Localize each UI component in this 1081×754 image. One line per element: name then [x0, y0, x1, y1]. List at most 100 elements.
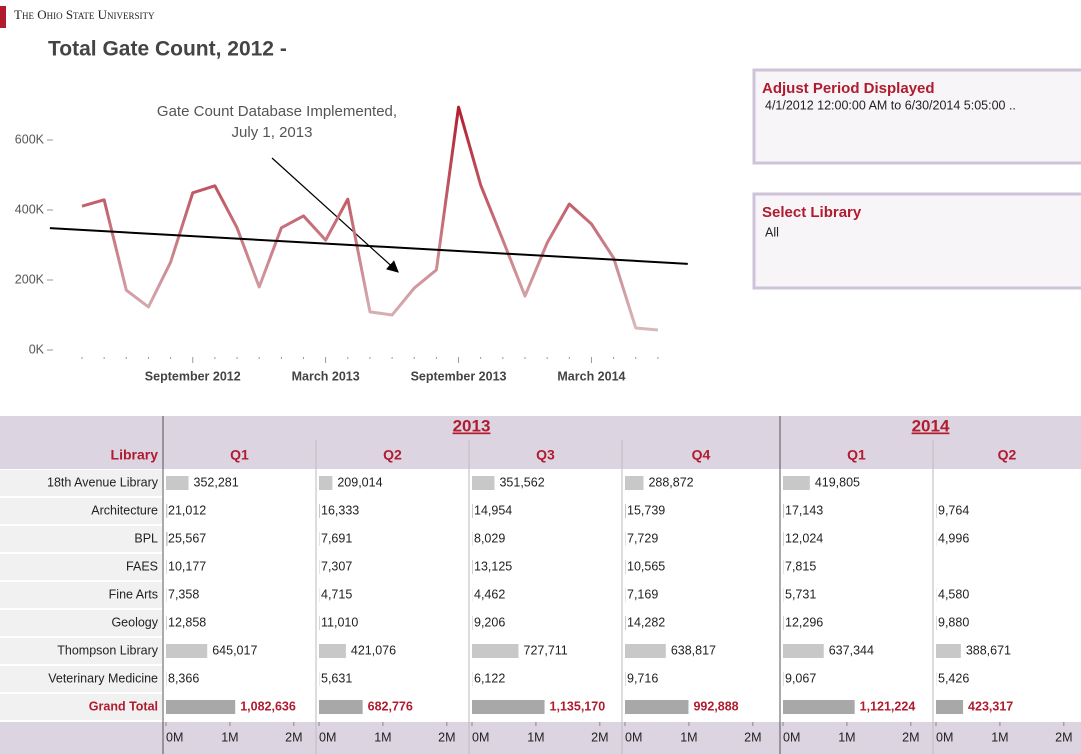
cell-value: 25,567 — [168, 531, 206, 545]
filter-panel[interactable] — [752, 192, 1081, 290]
cell-bar — [472, 560, 473, 574]
cell-value: 15,739 — [627, 503, 665, 517]
cell-value: 5,426 — [938, 671, 969, 685]
cell-value: 288,872 — [648, 475, 693, 489]
cell-bar — [936, 644, 961, 658]
cell-bar — [319, 616, 320, 630]
row-label-bg — [0, 470, 162, 496]
axis-tick-label: 0M — [319, 730, 336, 744]
cell-value: 7,307 — [321, 559, 352, 573]
cell-bar — [166, 672, 167, 686]
cell-bar — [319, 504, 321, 518]
row-label-bg — [0, 666, 162, 692]
cell-value: 14,282 — [627, 615, 665, 629]
cell-value: 727,711 — [524, 643, 568, 657]
quarter-header: Q2 — [998, 447, 1017, 463]
dashboard-title: Total Gate Count, 2012 - — [48, 38, 287, 61]
cell-value: 9,206 — [474, 615, 505, 629]
cell-value: 9,764 — [938, 503, 969, 517]
cell-bar — [166, 504, 168, 518]
cell-value: 12,024 — [785, 531, 823, 545]
axis-tick-label: 0M — [783, 730, 800, 744]
row-label: FAES — [126, 559, 158, 573]
cell-bar — [783, 700, 855, 714]
axis-tick-label: 0M — [625, 730, 642, 744]
row-label: 18th Avenue Library — [47, 475, 159, 489]
cell-bar — [783, 532, 784, 546]
axis-tick-label: 2M — [744, 730, 761, 744]
cell-bar — [936, 504, 937, 518]
cell-bar — [166, 616, 167, 630]
axis-tick-label: 1M — [991, 730, 1008, 744]
cell-value: 8,366 — [168, 671, 199, 685]
cell-bar — [625, 616, 626, 630]
axis-tick-label: 2M — [902, 730, 919, 744]
cell-value: 4,715 — [321, 587, 352, 601]
cell-bar — [783, 476, 810, 490]
row-label-bg — [0, 694, 162, 720]
cell-bar — [783, 616, 784, 630]
cell-bar — [319, 644, 346, 658]
cell-value: 9,716 — [627, 671, 658, 685]
cell-value: 419,805 — [815, 475, 860, 489]
quarter-header: Q4 — [692, 447, 711, 463]
filters: Adjust Period Displayed 4/1/2012 12:00:0… — [752, 68, 1081, 290]
year-header: 2014 — [912, 416, 950, 435]
cell-value: 209,014 — [337, 475, 382, 489]
y-tick-label: 200K — [15, 272, 45, 286]
quarter-header: Q2 — [383, 447, 402, 463]
cell-bar — [936, 616, 937, 630]
cell-bar — [625, 476, 644, 490]
cell-value: 637,344 — [829, 643, 874, 657]
quarter-header: Q3 — [536, 447, 555, 463]
cell-value: 12,858 — [168, 615, 206, 629]
cell-value: 16,333 — [321, 503, 359, 517]
cell-bar — [472, 644, 519, 658]
annotation: July 1, 2013 — [232, 124, 313, 141]
annotation: Gate Count Database Implemented, — [157, 103, 397, 120]
y-tick-label: 0K — [29, 342, 45, 356]
cell-bar — [166, 532, 168, 546]
filter-value[interactable]: All — [765, 225, 779, 239]
axis-tick-label: 2M — [591, 730, 608, 744]
cell-value: 423,317 — [968, 699, 1013, 713]
cell-value: 7,729 — [627, 531, 658, 545]
axis-tick-label: 1M — [680, 730, 697, 744]
annotation-arrow — [271, 157, 399, 273]
cell-bar — [783, 644, 824, 658]
cell-value: 10,565 — [627, 559, 665, 573]
cell-value: 4,462 — [474, 587, 505, 601]
filter-value[interactable]: 4/1/2012 12:00:00 AM to 6/30/2014 5:05:0… — [765, 98, 1016, 112]
cell-bar — [625, 504, 627, 518]
cell-value: 13,125 — [474, 559, 512, 573]
cell-value: 9,067 — [785, 671, 816, 685]
cell-bar — [625, 644, 666, 658]
cell-value: 8,029 — [474, 531, 505, 545]
row-label: Veterinary Medicine — [48, 671, 158, 685]
cell-value: 352,281 — [194, 475, 239, 489]
cell-bar — [472, 532, 473, 546]
filter-title: Select Library — [762, 204, 862, 221]
x-tick-label: September 2013 — [411, 369, 507, 383]
cell-value: 21,012 — [168, 503, 206, 517]
cell-value: 421,076 — [351, 643, 396, 657]
cell-value: 7,691 — [321, 531, 352, 545]
row-label-bg — [0, 582, 162, 608]
axis-tick-label: 0M — [472, 730, 489, 744]
row-label-bg — [0, 498, 162, 524]
cell-value: 388,671 — [966, 643, 1011, 657]
cell-value: 638,817 — [671, 643, 716, 657]
x-tick-label: March 2013 — [292, 369, 360, 383]
cell-value: 12,296 — [785, 615, 823, 629]
cell-bar — [472, 476, 495, 490]
row-label: Thompson Library — [57, 643, 158, 657]
data-line — [81, 105, 659, 332]
y-tick-label: 400K — [15, 202, 45, 216]
axis-tick-label: 1M — [527, 730, 544, 744]
cell-value: 6,122 — [474, 671, 505, 685]
filter-panel[interactable] — [752, 68, 1081, 165]
row-label-bg — [0, 638, 162, 664]
cell-bar — [166, 644, 208, 658]
row-label-bg — [0, 610, 162, 636]
